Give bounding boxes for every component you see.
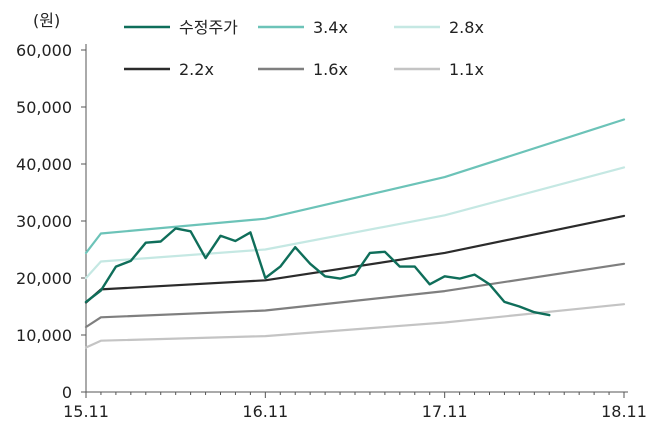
legend-item: 1.1x	[394, 60, 484, 79]
legend-item: 3.4x	[258, 18, 348, 37]
series-line-2-8x	[84, 166, 626, 280]
legend-label: 2.8x	[449, 18, 484, 37]
x-axis: 15.11 16.11 17.11 18.11	[63, 391, 646, 421]
y-tick-label: 20,000	[16, 269, 72, 288]
series-line-1-1x	[84, 303, 626, 349]
legend-item: 수정주가	[124, 18, 238, 37]
series-line-	[84, 227, 551, 317]
series-line-2-2x	[84, 214, 626, 304]
y-tick-label: 50,000	[16, 98, 72, 117]
y-tick-label: 0	[62, 383, 72, 402]
y-tick-label: 60,000	[16, 41, 72, 60]
plot-lines	[84, 118, 626, 349]
legend-label: 수정주가	[179, 18, 238, 37]
series-line-1-6x	[84, 262, 626, 329]
x-tick-label: 18.11	[601, 402, 646, 421]
legend-item: 2.2x	[124, 60, 214, 79]
legend-label: 3.4x	[313, 18, 348, 37]
legend-label: 1.1x	[449, 60, 484, 79]
x-tick-label: 16.11	[242, 402, 288, 421]
series-line-3-4x	[84, 118, 626, 254]
y-tick-label: 10,000	[16, 326, 72, 345]
y-tick-label: 40,000	[16, 155, 72, 174]
y-axis: 60,000 50,000 40,000 30,000 20,000 10,000 0	[16, 41, 87, 402]
legend-item: 2.8x	[394, 18, 484, 37]
x-tick-label: 15.11	[63, 402, 109, 421]
legend: 수정주가 3.4x 2.8x 2.2x 1.6x 1.1x	[124, 18, 484, 79]
x-tick-label: 17.11	[422, 402, 468, 421]
y-tick-label: 30,000	[16, 212, 72, 231]
legend-label: 1.6x	[313, 60, 348, 79]
y-unit-label: (원)	[33, 11, 60, 30]
legend-label: 2.2x	[179, 60, 214, 79]
legend-item: 1.6x	[258, 60, 348, 79]
